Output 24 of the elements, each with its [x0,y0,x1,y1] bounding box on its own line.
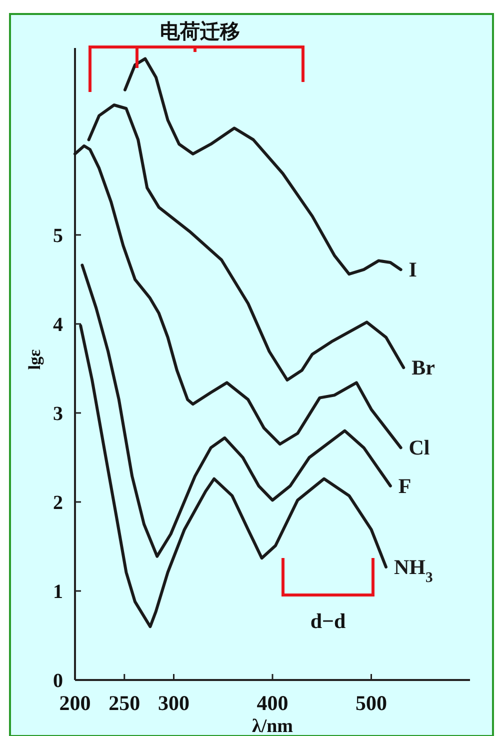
x-tick-label: 300 [158,691,190,715]
y-axis-title: lgε [25,349,44,370]
x-tick-label: 500 [356,691,387,715]
x-tick-label: 400 [256,691,288,715]
x-tick-label: 200 [59,691,91,715]
line-series [80,264,392,558]
x-axis-title: λ/nm [252,716,294,736]
y-tick-label: 3 [53,402,63,425]
line-series [79,324,388,628]
y-tick-label: 0 [53,670,63,692]
line-series [124,57,402,276]
series-label: F [398,474,412,498]
line-series [87,104,406,382]
series-label: Br [412,356,435,380]
annotation: d−d [310,609,346,633]
series-label: Cl [408,436,430,460]
x-tick-label: 250 [108,691,140,715]
y-tick-label: 5 [53,224,63,247]
y-tick-label: 4 [53,314,63,336]
y-tick-label: 1 [53,580,63,603]
y-tick-label: 2 [53,492,63,514]
series-label: I [408,258,417,282]
text: 电荷迁移 [160,20,240,43]
series-label: NH$_{3}$ [394,554,433,586]
